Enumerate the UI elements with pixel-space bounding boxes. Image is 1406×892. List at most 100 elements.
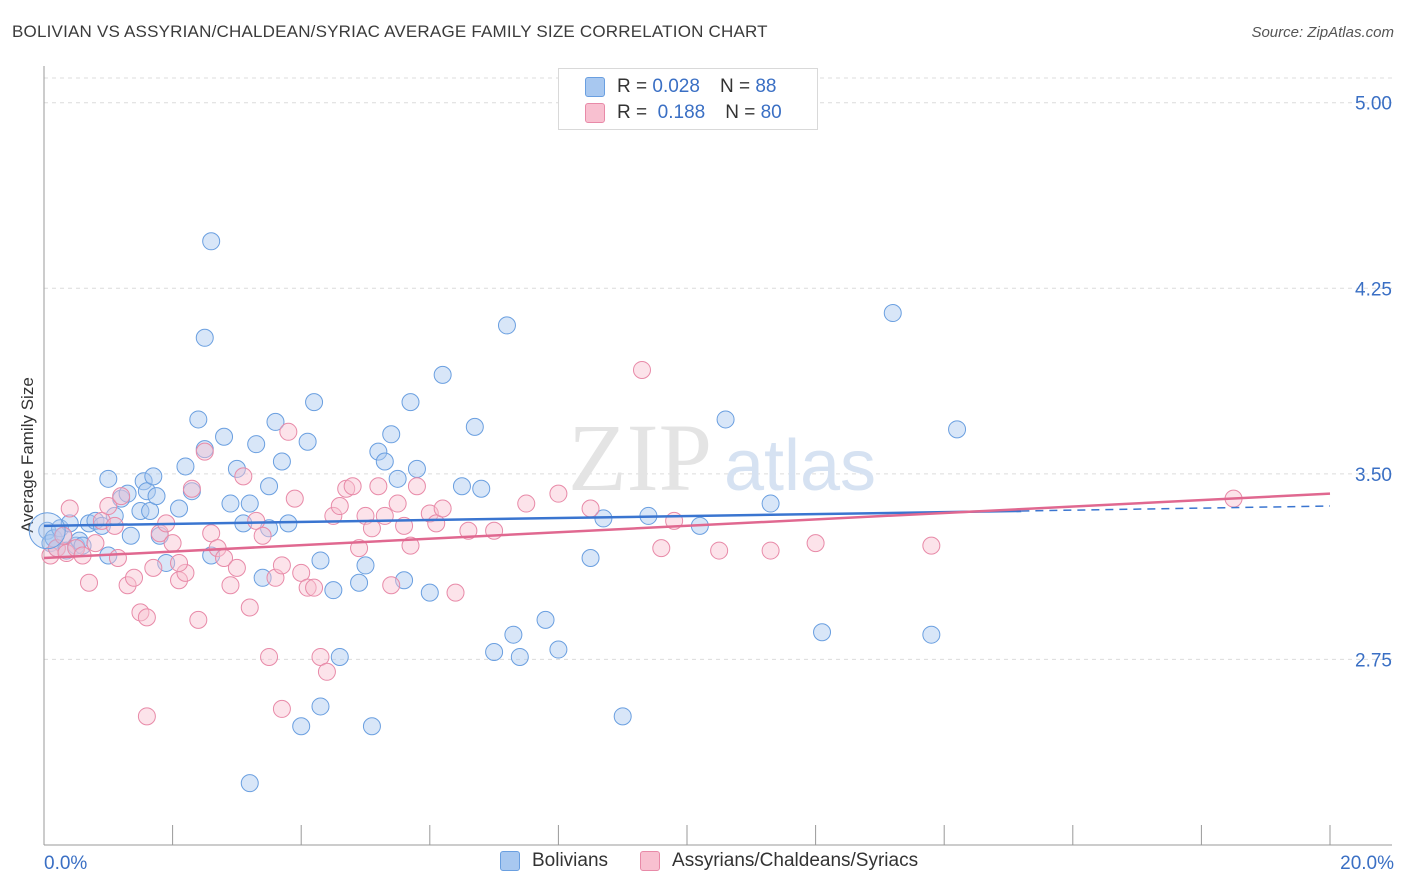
bolivian-point: [170, 499, 189, 518]
legend-item-assyrians: Assyrians/Chaldeans/Syriacs: [640, 850, 918, 872]
bolivian-point: [137, 482, 156, 501]
legend-row-bolivians: R = 0.028 N = 88: [585, 75, 776, 99]
bolivian-point: [215, 427, 234, 446]
assyrian-point: [446, 583, 465, 602]
bolivian-point: [227, 459, 246, 478]
legend-swatch-assyrians: [640, 851, 661, 871]
bolivian-point: [202, 232, 221, 251]
legend-row-assyrians: R = 0.188 N = 80: [585, 101, 782, 125]
legend-swatch-bolivians: [500, 851, 520, 871]
bolivian-point: [948, 420, 967, 439]
stats-legend: R = 0.028 N = 88 R = 0.188 N = 80: [558, 68, 818, 130]
assyrian-point: [517, 494, 536, 513]
bolivian-point: [504, 625, 523, 644]
bolivian-trendline: [43, 509, 1022, 528]
bolivian-point: [189, 410, 208, 429]
bolivian-point: [253, 568, 272, 587]
assyrian-point: [382, 576, 401, 595]
assyrian-point: [279, 422, 298, 441]
assyrian-point: [137, 707, 156, 726]
bolivian-point: [147, 487, 166, 506]
assyrian-point: [41, 546, 60, 565]
bolivian-point: [144, 467, 163, 486]
bolivian-point: [452, 477, 471, 496]
bolivian-point: [305, 393, 324, 412]
bolivian-point: [176, 457, 195, 476]
legend-n-label: N =: [719, 76, 751, 97]
x-tick-label: 0.0%: [44, 853, 87, 874]
chart-title: BOLIVIAN VS ASSYRIAN/CHALDEAN/SYRIAC AVE…: [12, 22, 768, 41]
assyrian-point: [189, 610, 208, 629]
bolivian-point: [465, 417, 484, 436]
legend-r-label: R =: [617, 76, 648, 97]
assyrian-point: [99, 497, 118, 516]
bolivian-point: [324, 581, 343, 600]
assyrian-point: [549, 484, 568, 503]
bolivian-point: [716, 410, 735, 429]
assyrian-point: [305, 578, 324, 597]
bolivian-point: [472, 479, 491, 498]
assyrian-point: [272, 699, 291, 718]
assyrian-point: [86, 534, 105, 553]
bolivian-point: [922, 625, 941, 644]
legend-n-value: 88: [755, 76, 777, 97]
assyrian-point: [234, 467, 253, 486]
bolivian-point: [497, 316, 516, 335]
bolivian-point: [510, 647, 529, 666]
assyrian-point: [459, 521, 478, 540]
bolivian-point: [311, 697, 330, 716]
bolivian-point: [401, 393, 420, 412]
assyrian-point: [350, 539, 369, 558]
assyrian-point: [170, 553, 189, 572]
assyrian-point: [581, 499, 600, 518]
bolivian-point: [369, 442, 388, 461]
bolivian-point: [260, 477, 279, 496]
assyrian-point: [317, 662, 336, 681]
assyrian-point: [369, 477, 388, 496]
assyrian-point: [112, 487, 131, 506]
bolivian-point: [240, 494, 259, 513]
assyrian-point: [108, 548, 127, 567]
bolivian-point: [292, 717, 311, 736]
bolivian-point: [388, 469, 407, 488]
bolivian-point: [221, 494, 240, 513]
assyrian-point: [632, 360, 651, 379]
assyrian-point: [221, 576, 240, 595]
bolivian-point: [247, 435, 266, 454]
bolivian-point: [356, 556, 375, 575]
bolivian-point: [813, 623, 832, 642]
assyrian-point: [195, 442, 214, 461]
y-tick-label: 3.50: [1355, 465, 1392, 486]
legend-swatch-bolivians: [585, 77, 605, 97]
y-tick-label: 5.00: [1355, 94, 1392, 115]
legend-n-label: N =: [725, 102, 756, 123]
assyrian-point: [407, 477, 426, 496]
assyrian-point: [118, 576, 137, 595]
bolivian-point: [420, 583, 439, 602]
bolivian-point: [433, 365, 452, 384]
assyrian-point: [388, 494, 407, 513]
assyrian-point: [60, 499, 79, 518]
assyrian-point: [253, 526, 272, 545]
legend-r-value: 0.028: [652, 76, 700, 97]
assyrian-point: [125, 568, 144, 587]
bolivian-point: [121, 526, 140, 545]
assyrian-point: [260, 647, 279, 666]
bolivian-point: [134, 472, 153, 491]
assyrian-point: [343, 477, 362, 496]
bolivian-point: [549, 640, 568, 659]
assyrian-point: [922, 536, 941, 555]
assyrian-point: [247, 511, 266, 530]
legend-label-assyrians: Assyrians/Chaldeans/Syriacs: [672, 850, 919, 871]
legend-label-bolivians: Bolivians: [532, 850, 609, 871]
bolivian-point: [298, 432, 317, 451]
assyrian-point: [285, 489, 304, 508]
legend-item-bolivians: Bolivians: [500, 850, 608, 872]
bolivian-point: [581, 548, 600, 567]
assyrian-point: [652, 539, 671, 558]
assyrian-point: [330, 497, 349, 516]
bolivian-point: [536, 610, 555, 629]
assyrian-point: [137, 608, 156, 627]
assyrian-point: [80, 573, 99, 592]
